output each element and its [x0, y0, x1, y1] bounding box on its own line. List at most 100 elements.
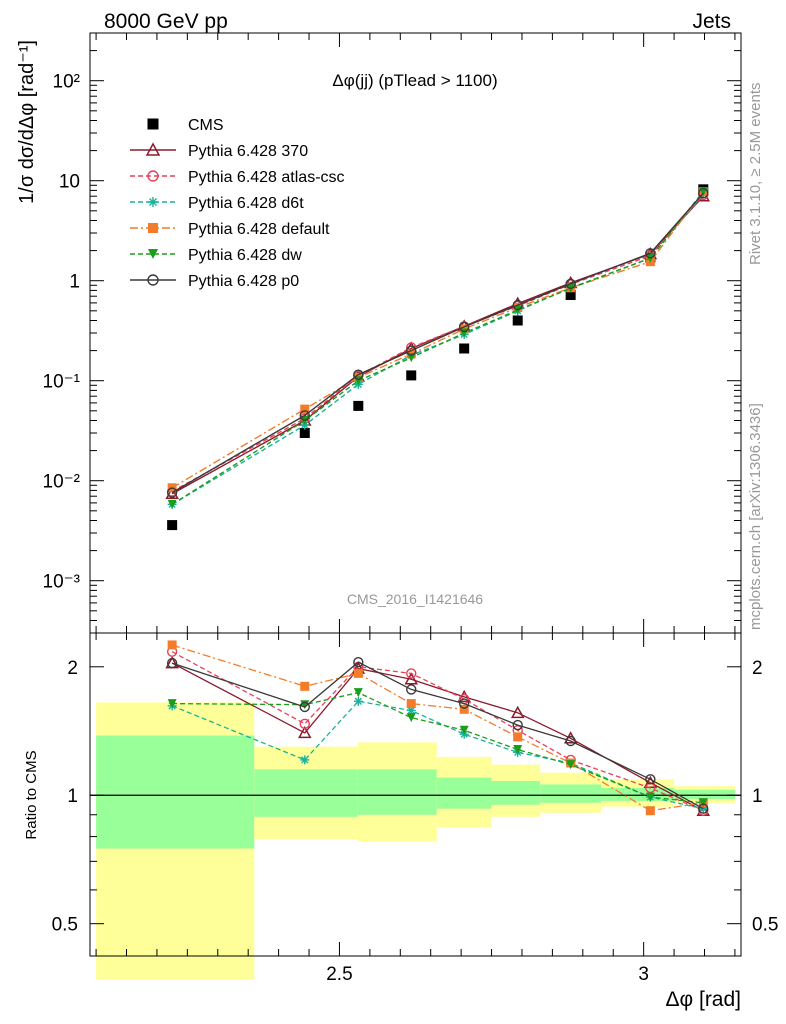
ratio-y-tick-labels: 0.5 0.5 1 1 2 2 — [52, 658, 779, 936]
band-green — [436, 777, 492, 809]
legend-item: Pythia 6.428 default — [130, 221, 330, 238]
ratio-y-tick-label-right: 0.5 — [752, 915, 778, 936]
ratio-axis-ticks — [90, 633, 741, 956]
band-green — [540, 784, 602, 803]
series-line — [171, 192, 704, 494]
ratio-point — [299, 701, 310, 713]
ratio-point — [406, 713, 416, 723]
data-point — [166, 487, 178, 498]
ratio-point — [406, 684, 417, 695]
legend-label: Pythia 6.428 default — [188, 221, 330, 238]
ratio-uncertainty-bands — [96, 702, 735, 980]
y-tick-label: 10⁻² — [43, 472, 81, 493]
ratio-point — [565, 735, 576, 747]
ratio-point — [300, 755, 310, 765]
ratio-y-tick-label-left: 0.5 — [52, 915, 78, 936]
mcplots-reference-label: mcplots.cern.ch [arXiv:1306.3436] — [747, 403, 764, 630]
band-green — [357, 769, 437, 815]
data-point — [406, 353, 416, 363]
main-series-layer — [165, 184, 711, 531]
x-tick-labels: 2.5 3 — [326, 964, 649, 985]
data-point — [645, 248, 656, 259]
y-tick-label: 10 — [59, 172, 80, 193]
ratio-point — [299, 718, 310, 730]
legend: CMS Pythia 6.428 370 Pythia 6.428 atlas-cs… — [130, 117, 345, 290]
y-tick-label: 10⁻¹ — [43, 372, 81, 393]
data-point — [512, 315, 523, 326]
ratio-point — [353, 696, 363, 706]
ratio-y-tick-label-left: 2 — [67, 658, 78, 679]
ratio-line — [171, 651, 704, 812]
ratio-point — [645, 792, 655, 802]
legend-label: Pythia 6.428 atlas-csc — [188, 169, 345, 186]
ratio-point — [645, 774, 656, 785]
data-point — [300, 420, 310, 430]
data-point — [167, 499, 177, 509]
ratio-y-tick-label-right: 1 — [752, 786, 763, 807]
ratio-point — [459, 725, 469, 735]
ratio-series-pythia-6-428-370 — [165, 656, 711, 816]
legend-item: Pythia 6.428 d6t — [130, 195, 304, 212]
band-green — [96, 735, 255, 849]
legend-marker — [147, 170, 159, 182]
legend-label: Pythia 6.428 d6t — [188, 195, 304, 212]
legend-item: Pythia 6.428 370 — [130, 142, 308, 160]
data-point — [299, 428, 310, 438]
x-axis-label: Δφ [rad] — [666, 988, 742, 1011]
ratio-series-layer — [165, 640, 711, 816]
chart-title: Δφ(jj) (pTlead > 1100) — [332, 71, 497, 90]
band-green — [254, 769, 358, 817]
data-point — [565, 278, 576, 290]
main-y-axis-label: 1/σ dσ/dΔφ [rad⁻¹] — [16, 40, 38, 204]
ratio-point — [406, 699, 416, 709]
ratio-point — [406, 705, 416, 715]
y-tick-label: 1 — [69, 272, 80, 293]
legend-label: Pythia 6.428 p0 — [188, 273, 299, 290]
ratio-series-pythia-6-428-p0 — [166, 657, 709, 814]
legend-label: Pythia 6.428 dw — [188, 247, 302, 264]
main-y-tick-labels: 10⁻³ 10⁻² 10⁻¹ 1 10 10² — [43, 72, 81, 593]
ratio-point — [406, 668, 417, 679]
ratio-point — [458, 698, 470, 709]
legend-marker — [145, 142, 161, 156]
ratio-line — [171, 662, 704, 812]
ratio-line — [171, 700, 704, 810]
data-point — [299, 410, 310, 421]
legend-marker — [147, 274, 159, 286]
ratio-point — [566, 760, 576, 770]
main-axis-ticks — [90, 32, 741, 634]
ratio-point — [404, 672, 419, 685]
legend-label: CMS — [188, 117, 224, 134]
header-right: Jets — [692, 10, 731, 33]
ratio-point — [513, 732, 523, 742]
legend-item: Pythia 6.428 p0 — [130, 273, 299, 290]
ratio-point — [353, 657, 364, 668]
ratio-line — [171, 661, 704, 810]
ratio-series-pythia-6-428-dw — [167, 688, 708, 808]
ratio-y-axis-label: Ratio to CMS — [23, 750, 40, 839]
legend-marker — [147, 118, 159, 130]
header-left: 8000 GeV pp — [104, 10, 228, 33]
data-point — [353, 400, 364, 411]
y-tick-label: 10² — [53, 72, 80, 93]
data-point — [406, 370, 417, 381]
ratio-point — [300, 681, 310, 691]
data-point — [565, 289, 576, 300]
legend-label: Pythia 6.428 370 — [188, 143, 308, 160]
y-tick-label: 10⁻³ — [43, 572, 81, 593]
data-point — [458, 321, 470, 333]
legend-marker — [148, 249, 158, 259]
x-tick-label: 3 — [638, 964, 649, 985]
ratio-point — [166, 657, 178, 669]
ratio-point — [698, 803, 709, 814]
band-green — [491, 780, 541, 805]
ratio-y-tick-label-left: 1 — [67, 786, 78, 807]
data-point — [698, 188, 709, 199]
legend-item: CMS — [147, 117, 224, 134]
data-point — [459, 343, 470, 354]
ratio-point — [513, 744, 523, 754]
ratio-point — [167, 640, 177, 650]
legend-marker — [148, 197, 158, 207]
ratio-point — [167, 699, 177, 709]
